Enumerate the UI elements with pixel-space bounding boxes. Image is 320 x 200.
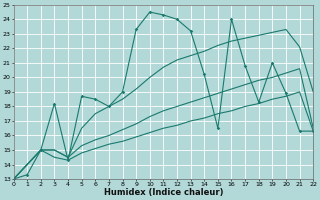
X-axis label: Humidex (Indice chaleur): Humidex (Indice chaleur) bbox=[104, 188, 223, 197]
